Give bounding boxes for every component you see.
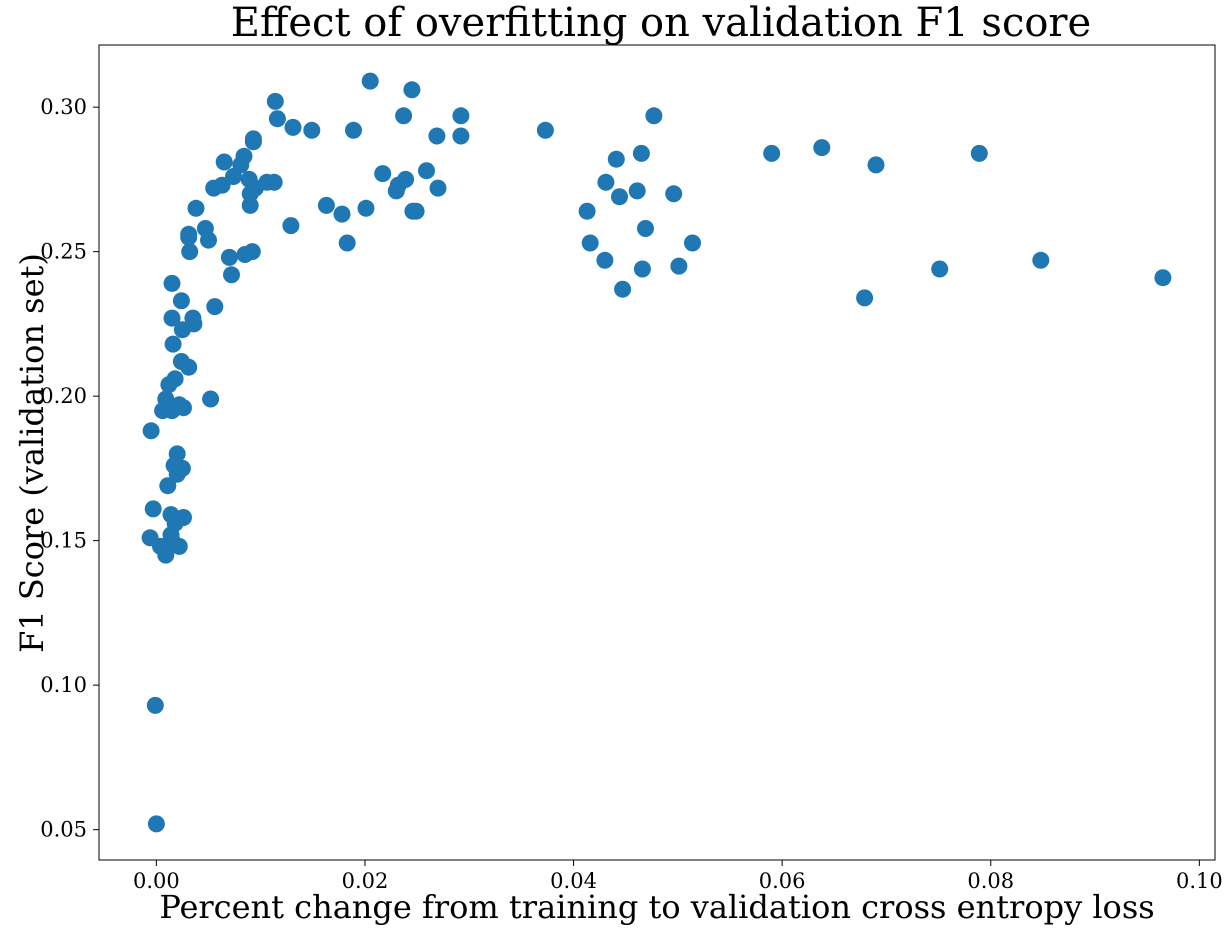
- x-tick-label-3: 0.06: [759, 869, 806, 893]
- scatter-point-54: [243, 243, 261, 261]
- scatter-point-44: [215, 153, 233, 171]
- scatter-point-68: [345, 121, 362, 139]
- scatter-point-7: [159, 477, 177, 495]
- scatter-point-66: [333, 205, 351, 223]
- scatter-point-98: [670, 257, 688, 275]
- scatter-point-96: [645, 107, 663, 125]
- scatter-point-85: [578, 202, 596, 220]
- scatter-point-0: [147, 815, 165, 833]
- y-tick-label-3: 0.20: [40, 384, 87, 408]
- scatter-point-37: [187, 199, 205, 217]
- scatter-point-76: [403, 81, 421, 99]
- scatter-point-97: [665, 185, 683, 203]
- y-tick-label-1: 0.10: [40, 673, 87, 697]
- scatter-point-41: [206, 298, 224, 316]
- y-axis-label: F1 Score (validation set): [13, 253, 51, 653]
- scatter-point-60: [266, 92, 284, 110]
- x-axis: 0.00 0.02 0.04 0.06 0.08 0.10: [133, 860, 1223, 893]
- scatter-point-99: [684, 234, 701, 252]
- scatter-point-26: [180, 358, 198, 376]
- scatter-point-28: [163, 309, 181, 327]
- scatter-point-2: [142, 422, 160, 440]
- scatter-point-100: [763, 144, 781, 162]
- scatter-point-89: [607, 150, 625, 168]
- scatter-point-91: [614, 280, 632, 298]
- scatter-point-69: [357, 199, 375, 217]
- scatter-point-101: [813, 139, 831, 157]
- scatter-point-79: [418, 162, 435, 180]
- scatter-point-74: [395, 107, 413, 125]
- x-tick-label-4: 0.08: [967, 869, 1014, 893]
- scatter-point-31: [185, 315, 203, 333]
- scatter-point-49: [235, 147, 253, 165]
- x-tick-label-2: 0.04: [550, 869, 597, 893]
- chart-title: Effect of overfitting on validation F1 s…: [231, 0, 1091, 46]
- scatter-point-88: [597, 173, 615, 191]
- scatter-point-87: [596, 251, 614, 269]
- scatter-point-33: [163, 274, 181, 292]
- points-layer: [141, 72, 1172, 833]
- x-tick-label-5: 0.10: [1176, 869, 1223, 893]
- scatter-point-6: [157, 546, 175, 564]
- scatter-point-45: [220, 248, 238, 266]
- scatter-point-36: [180, 228, 198, 246]
- scatter-point-22: [175, 399, 192, 417]
- scatter-point-46: [223, 266, 240, 284]
- scatter-point-11: [170, 537, 188, 555]
- y-tick-label-4: 0.25: [40, 240, 87, 264]
- scatter-point-104: [931, 260, 949, 278]
- scatter-point-39: [200, 231, 217, 249]
- y-tick-label-5: 0.30: [40, 95, 87, 119]
- scatter-point-93: [632, 144, 650, 162]
- plot-frame: [98, 44, 1216, 861]
- x-axis-label: Percent change from training to validati…: [159, 888, 1154, 926]
- scatter-point-107: [1154, 269, 1172, 287]
- scatter-point-1: [146, 696, 164, 714]
- scatter-point-86: [581, 234, 599, 252]
- scatter-point-80: [428, 127, 446, 145]
- scatter-point-62: [282, 217, 300, 235]
- x-tick-label-0: 0.00: [133, 869, 180, 893]
- scatter-point-103: [867, 156, 885, 174]
- scatter-point-71: [374, 165, 392, 183]
- scatter-point-70: [361, 72, 379, 90]
- scatter-point-63: [284, 118, 302, 136]
- scatter-point-64: [303, 121, 321, 139]
- scatter-point-90: [611, 188, 628, 206]
- scatter-point-105: [970, 144, 988, 162]
- scatter-point-34: [181, 243, 199, 261]
- scatter-point-67: [338, 234, 356, 252]
- scatter-point-32: [172, 292, 190, 310]
- x-tick-label-1: 0.02: [342, 869, 389, 893]
- scatter-point-92: [628, 182, 646, 200]
- scatter-point-95: [637, 220, 654, 237]
- scatter-point-13: [166, 514, 184, 532]
- y-axis: 0.05 0.10 0.15 0.20 0.25 0.30: [40, 95, 99, 842]
- scatter-point-94: [633, 260, 651, 278]
- scatter-point-3: [144, 500, 162, 518]
- scatter-point-75: [397, 170, 415, 188]
- scatter-point-42: [202, 390, 220, 408]
- scatter-point-78: [407, 202, 425, 220]
- scatter-point-81: [429, 179, 447, 197]
- y-tick-label-0: 0.05: [40, 818, 87, 842]
- scatter-point-61: [268, 110, 286, 128]
- scatter-point-82: [452, 107, 470, 125]
- scatter-point-84: [536, 121, 554, 139]
- scatter-point-27: [164, 335, 182, 353]
- scatter-point-59: [265, 173, 283, 191]
- scatter-point-24: [166, 370, 184, 388]
- scatter-point-102: [856, 289, 874, 307]
- scatter-point-106: [1032, 251, 1050, 269]
- scatter-point-17: [165, 457, 183, 474]
- scatter-point-56: [244, 130, 262, 148]
- scatter-point-65: [317, 196, 335, 214]
- scatter-point-83: [452, 127, 470, 145]
- y-tick-label-2: 0.15: [40, 529, 87, 553]
